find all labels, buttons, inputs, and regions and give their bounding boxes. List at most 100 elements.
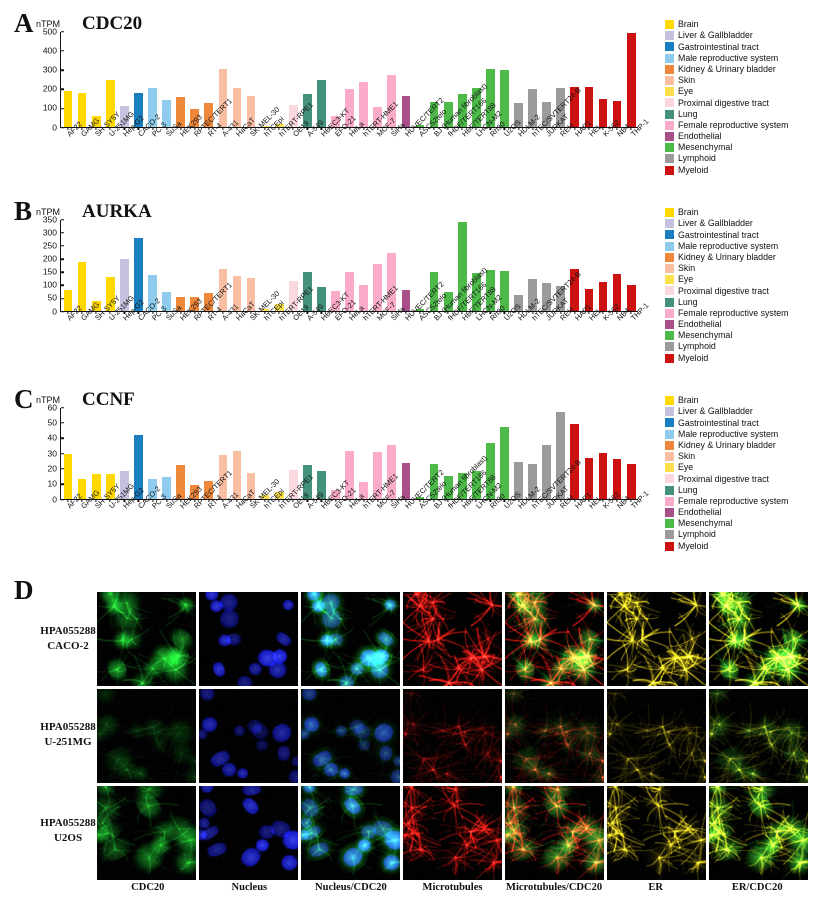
x-axis-tick xyxy=(475,499,477,502)
plot-area: 0 50 100 150 200 250 300 350 xyxy=(43,215,638,315)
legend-label: Brain xyxy=(678,207,699,218)
micrograph-image xyxy=(505,786,604,880)
x-axis-tick xyxy=(292,311,294,314)
panel-c-letter: C xyxy=(14,384,34,414)
x-axis-tick xyxy=(236,311,238,314)
bar-slot xyxy=(582,32,596,130)
legend-label: Liver & Gallbladder xyxy=(678,218,753,229)
bar-slot xyxy=(624,32,638,130)
x-axis-tick xyxy=(630,499,632,502)
bar xyxy=(500,70,509,127)
bar-slot xyxy=(230,32,244,130)
micrograph-image xyxy=(199,786,298,880)
legend-label: Myeloid xyxy=(678,352,709,363)
x-axis-tick xyxy=(123,499,125,502)
x-axis-tick xyxy=(250,499,252,502)
x-axis-tick xyxy=(588,499,590,502)
bar-slot xyxy=(469,32,483,130)
x-axis-tick xyxy=(405,311,407,314)
x-axis-tick xyxy=(475,311,477,314)
x-axis-tick xyxy=(95,499,97,502)
legend-item: Male reproductive system xyxy=(665,53,789,64)
bar-slot xyxy=(230,220,244,314)
bar-slot xyxy=(371,32,385,130)
bar-slot xyxy=(75,220,89,314)
bar xyxy=(91,300,101,311)
bar xyxy=(528,463,537,499)
x-axis-tick xyxy=(180,499,182,502)
panel-d-column-label: ER/CDC20 xyxy=(731,882,783,893)
legend-item: Kidney & Urinary bladder xyxy=(665,64,789,75)
bar xyxy=(626,463,636,499)
bar-slot xyxy=(455,220,469,314)
bar-slot xyxy=(131,32,145,130)
x-axis-tick xyxy=(264,311,266,314)
bar-slot xyxy=(371,408,385,502)
bar xyxy=(288,469,298,499)
legend-label: Proximal digestive tract xyxy=(678,97,769,108)
bar-slot xyxy=(328,220,342,314)
x-axis-tick xyxy=(208,127,210,130)
bar xyxy=(373,106,383,127)
bar xyxy=(598,453,608,499)
bar-slot xyxy=(89,220,103,314)
bar-slot xyxy=(385,408,399,502)
bar-slot xyxy=(357,220,371,314)
bar-slot xyxy=(328,408,342,502)
legend-item: Liver & Gallbladder xyxy=(665,218,789,229)
bar-slot xyxy=(258,32,272,130)
micrograph-image xyxy=(301,786,400,880)
bar xyxy=(91,116,101,127)
bar-slot xyxy=(624,408,638,502)
bar-slot xyxy=(582,408,596,502)
bar-slot xyxy=(216,32,230,130)
bar xyxy=(345,451,354,499)
bar-slot xyxy=(117,408,131,502)
legend-swatch-icon xyxy=(665,208,674,218)
bar-slot xyxy=(188,408,202,502)
x-axis-tick xyxy=(447,311,449,314)
x-axis-tick xyxy=(391,127,393,130)
micrograph-image xyxy=(97,592,196,686)
bar xyxy=(288,105,298,127)
legend-swatch-icon xyxy=(665,530,674,540)
bar xyxy=(176,296,186,311)
legend-item: Proximal digestive tract xyxy=(665,285,789,296)
legend-item: Brain xyxy=(665,207,789,218)
bar-slot xyxy=(230,408,244,502)
micrograph-image xyxy=(403,786,502,880)
x-axis-tick xyxy=(306,499,308,502)
bar-slot xyxy=(343,220,357,314)
bar-slot xyxy=(371,220,385,314)
bar-slot xyxy=(202,32,216,130)
bar xyxy=(77,261,87,311)
bar xyxy=(471,471,481,499)
x-axis-tick xyxy=(461,127,463,130)
legend-label: Lung xyxy=(678,484,698,495)
legend-swatch-icon xyxy=(665,120,674,130)
bar-slot xyxy=(540,408,554,502)
x-axis-tick xyxy=(95,127,97,130)
legend-swatch-icon xyxy=(665,407,674,417)
bar xyxy=(429,272,439,311)
x-axis-tick xyxy=(334,499,337,502)
bar-slot xyxy=(286,32,300,130)
bar xyxy=(232,451,242,499)
bar xyxy=(443,476,453,499)
y-axis-tick-label: 20 xyxy=(48,464,65,473)
legend-item: Skin xyxy=(665,263,789,274)
legend-label: Lung xyxy=(678,108,698,119)
bar xyxy=(387,253,397,311)
x-axis-tick xyxy=(278,311,280,314)
legend-item: Lymphoid xyxy=(665,341,789,352)
x-axis-tick xyxy=(447,127,449,130)
bar-slot xyxy=(399,32,413,130)
x-axis-tick xyxy=(236,127,238,130)
legend-swatch-icon xyxy=(665,42,674,52)
bar xyxy=(415,496,425,499)
legend-item: Lung xyxy=(665,109,789,120)
legend-item: Gastrointestinal tract xyxy=(665,229,789,240)
legend-item: Myeloid xyxy=(665,352,789,363)
x-axis-tick xyxy=(560,127,562,130)
bar-slot xyxy=(174,220,188,314)
